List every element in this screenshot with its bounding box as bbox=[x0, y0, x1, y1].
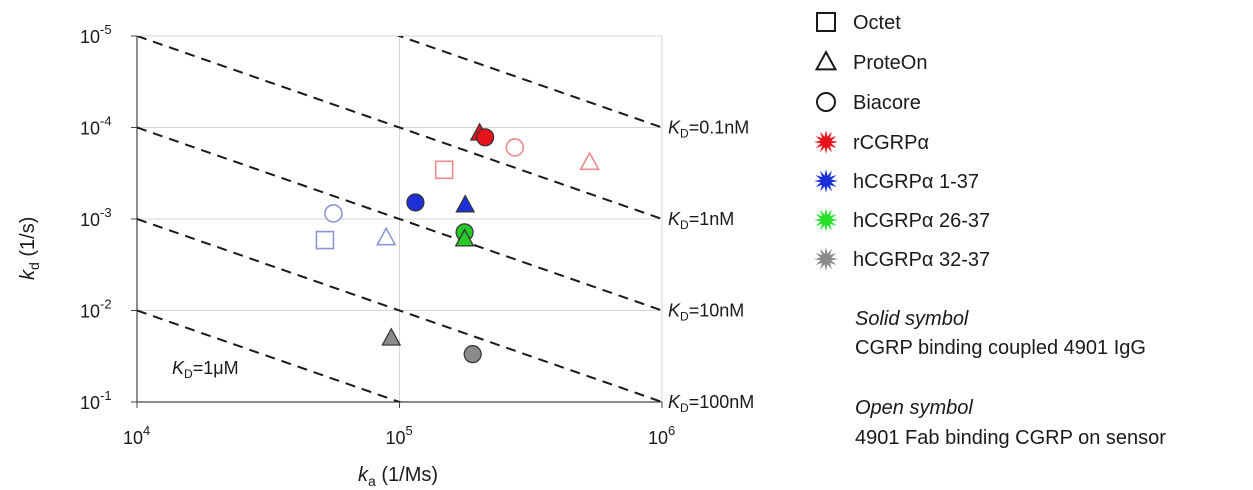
symbol-notes: Solid symbol CGRP binding coupled 4901 I… bbox=[855, 308, 1166, 449]
legend-ligand-label: hCGRPα 1-37 bbox=[853, 171, 979, 193]
legend-square-icon bbox=[816, 12, 836, 32]
data-point-square bbox=[434, 160, 454, 180]
data-point-triangle bbox=[579, 151, 600, 171]
y-axis-label: kd (1/s) bbox=[17, 217, 42, 280]
legend-ligand-label: hCGRPα 32-37 bbox=[853, 249, 990, 271]
legend-method-label: Biacore bbox=[853, 92, 921, 114]
legend: Octet ProteOn Biacore rCGRPα hCGRPα 1-37 hCGR… bbox=[814, 12, 990, 271]
kd-iso-lines: KD=0.1nM KD=1nM KD=10nM KD=100nM KD=1μM bbox=[137, 36, 754, 415]
legend-method-label: ProteOn bbox=[853, 52, 927, 74]
y-tick-label: 10-2 bbox=[80, 297, 112, 322]
kd-iso-line bbox=[137, 36, 662, 220]
data-point-triangle bbox=[375, 226, 397, 246]
legend-burst-icon bbox=[814, 208, 838, 232]
data-point-triangle bbox=[455, 194, 476, 213]
y-axis-ticks: 10-5 10-4 10-3 10-2 10-1 bbox=[80, 22, 137, 413]
open-symbol-title: Open symbol bbox=[855, 397, 973, 419]
legend-circle-icon bbox=[816, 92, 836, 112]
kd-iso-line bbox=[137, 126, 662, 312]
kd-iso-line bbox=[396, 36, 662, 129]
x-tick-label: 104 bbox=[123, 423, 150, 448]
solid-symbol-text: CGRP binding coupled 4901 IgG bbox=[855, 337, 1146, 359]
kd-iso-line bbox=[137, 218, 662, 402]
legend-triangle-icon bbox=[814, 50, 838, 71]
y-tick-label: 10-3 bbox=[80, 205, 112, 230]
open-symbol-text: 4901 Fab binding CGRP on sensor bbox=[855, 427, 1166, 449]
data-point-circle bbox=[476, 128, 495, 147]
kd-iso-label: KD=1nM bbox=[668, 209, 734, 232]
x-axis-label: ka (1/Ms) bbox=[358, 464, 438, 489]
axis-labels: ka (1/Ms) kd (1/s) bbox=[17, 217, 438, 489]
y-tick-label: 10-1 bbox=[80, 388, 112, 413]
legend-burst-icon bbox=[814, 169, 838, 193]
legend-ligand-label: rCGRPα bbox=[853, 132, 929, 154]
legend-method-label: Octet bbox=[853, 12, 901, 34]
data-point-circle bbox=[463, 345, 482, 364]
x-axis-ticks: 104 105 106 bbox=[123, 402, 675, 448]
legend-ligand-label: hCGRPα 26-37 bbox=[853, 210, 990, 232]
x-tick-label: 106 bbox=[648, 423, 675, 448]
data-point-circle bbox=[406, 193, 425, 212]
y-tick-label: 10-5 bbox=[80, 22, 112, 47]
solid-symbol-title: Solid symbol bbox=[855, 308, 969, 330]
data-point-triangle bbox=[454, 228, 475, 247]
data-point-circle bbox=[505, 138, 525, 157]
data-point-square bbox=[315, 230, 335, 250]
kd-iso-label: KD=1μM bbox=[172, 358, 239, 381]
data-point-circle bbox=[324, 204, 343, 223]
data-point-triangle bbox=[381, 327, 402, 346]
kd-iso-label: KD=0.1nM bbox=[668, 118, 749, 141]
data-points bbox=[315, 122, 600, 364]
x-tick-label: 105 bbox=[386, 423, 413, 448]
y-tick-label: 10-4 bbox=[80, 114, 112, 139]
legend-burst-icon bbox=[814, 130, 838, 154]
kd-iso-line bbox=[137, 309, 403, 402]
legend-burst-icon bbox=[814, 247, 838, 271]
kd-iso-label: KD=100nM bbox=[668, 392, 754, 415]
kd-iso-label: KD=10nM bbox=[668, 301, 744, 324]
